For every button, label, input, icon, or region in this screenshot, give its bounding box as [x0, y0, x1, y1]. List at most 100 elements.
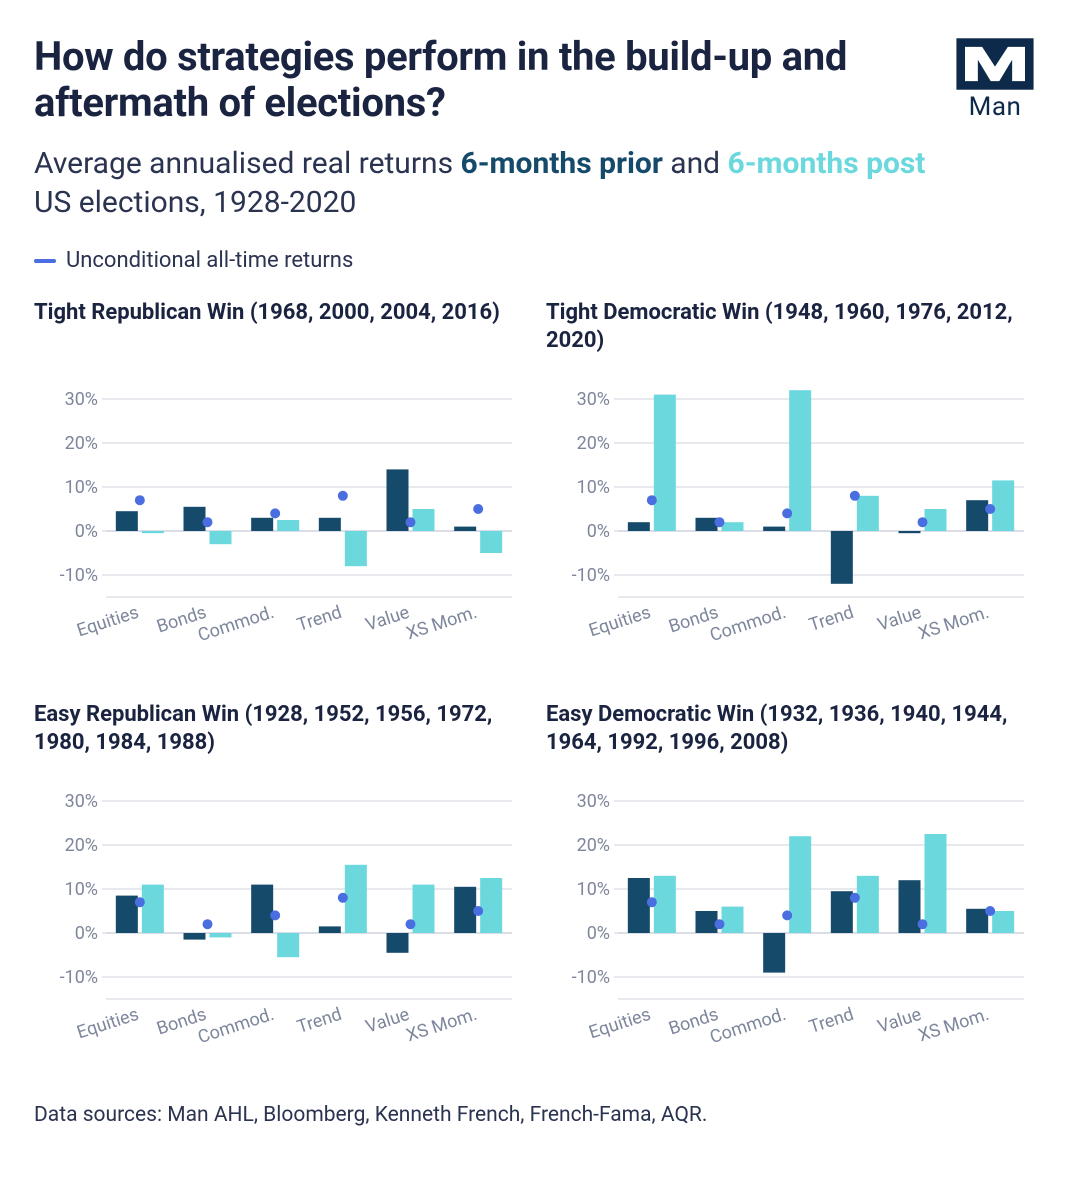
subtitle-prior: 6-months prior: [461, 146, 663, 181]
chart-grid: Tight Republican Win (1968, 2000, 2004, …: [34, 299, 1038, 1073]
bar-post: [789, 836, 811, 933]
bar-prior: [831, 891, 853, 933]
bar-post: [345, 865, 367, 933]
y-tick-label: 10%: [577, 477, 610, 498]
data-sources: Data sources: Man AHL, Bloomberg, Kennet…: [34, 1103, 1038, 1127]
bar-post: [992, 911, 1014, 933]
legend: Unconditional all-time returns: [34, 248, 1038, 273]
bar-prior: [116, 511, 138, 531]
x-category-label: Value: [363, 1004, 412, 1038]
header: How do strategies perform in the build-u…: [34, 34, 1038, 222]
y-tick-label: 30%: [577, 791, 610, 812]
bar-post: [480, 531, 502, 553]
bar-post: [654, 395, 676, 531]
y-tick-label: 10%: [65, 879, 98, 900]
marker-dot: [985, 906, 995, 916]
chart-wrap: -10%0%10%20%30%EquitiesBondsCommod.Trend…: [34, 367, 526, 671]
x-category-label: Trend: [806, 1004, 856, 1038]
bar-prior: [628, 522, 650, 531]
marker-dot: [473, 906, 483, 916]
marker-dot: [270, 508, 280, 518]
bar-prior: [899, 531, 921, 533]
y-tick-label: 10%: [65, 477, 98, 498]
legend-label: Unconditional all-time returns: [66, 248, 353, 273]
bar-chart: -10%0%10%20%30%EquitiesBondsCommod.Trend…: [34, 367, 514, 667]
bar-post: [925, 834, 947, 933]
bar-prior: [628, 878, 650, 933]
bar-prior: [696, 911, 718, 933]
bar-prior: [184, 933, 206, 940]
marker-dot: [715, 919, 725, 929]
bar-prior: [696, 518, 718, 531]
y-tick-label: 30%: [65, 389, 98, 410]
bar-post: [722, 907, 744, 933]
bar-post: [722, 522, 744, 531]
marker-dot: [135, 495, 145, 505]
chart-panel: Tight Democratic Win (1948, 1960, 1976, …: [546, 299, 1038, 671]
chart-wrap: -10%0%10%20%30%EquitiesBondsCommod.Trend…: [546, 367, 1038, 671]
marker-dot: [918, 517, 928, 527]
marker-dot: [647, 897, 657, 907]
bar-post: [925, 509, 947, 531]
bar-prior: [184, 507, 206, 531]
bar-prior: [454, 527, 476, 531]
y-tick-label: 20%: [577, 433, 610, 454]
y-tick-label: 20%: [577, 835, 610, 856]
bar-chart: -10%0%10%20%30%EquitiesBondsCommod.Trend…: [546, 769, 1026, 1069]
marker-dot: [782, 508, 792, 518]
bar-prior: [831, 531, 853, 584]
bar-post: [654, 876, 676, 933]
bar-post: [210, 531, 232, 544]
bar-post: [413, 885, 435, 933]
bar-prior: [251, 518, 273, 531]
x-category-label: Trend: [806, 602, 856, 636]
bar-post: [210, 933, 232, 937]
y-tick-label: 0%: [587, 923, 610, 944]
x-category-label: Commod.: [195, 602, 276, 646]
panel-title: Easy Republican Win (1928, 1952, 1956, 1…: [34, 701, 526, 757]
y-tick-label: 30%: [577, 389, 610, 410]
x-category-label: XS Mom.: [404, 602, 480, 645]
marker-dot: [918, 919, 928, 929]
panel-title: Tight Democratic Win (1948, 1960, 1976, …: [546, 299, 1038, 355]
bar-prior: [966, 500, 988, 531]
bar-chart: -10%0%10%20%30%EquitiesBondsCommod.Trend…: [34, 769, 514, 1069]
bar-prior: [966, 909, 988, 933]
x-category-label: Equities: [74, 1004, 141, 1044]
subtitle-suf: US elections, 1928-2020: [34, 185, 356, 220]
subtitle-mid: and: [663, 146, 728, 181]
chart-wrap: -10%0%10%20%30%EquitiesBondsCommod.Trend…: [546, 769, 1038, 1073]
logo-mark-icon: [952, 34, 1038, 94]
marker-dot: [338, 491, 348, 501]
marker-dot: [985, 504, 995, 514]
x-category-label: Value: [875, 1004, 924, 1038]
marker-dot: [473, 504, 483, 514]
bar-prior: [319, 926, 341, 933]
bar-post: [480, 878, 502, 933]
marker-dot: [338, 893, 348, 903]
bar-prior: [251, 885, 273, 933]
bar-prior: [387, 469, 409, 531]
bar-prior: [387, 933, 409, 953]
bar-post: [992, 480, 1014, 531]
x-category-label: Equities: [586, 602, 653, 642]
y-tick-label: 20%: [65, 835, 98, 856]
y-tick-label: -10%: [572, 565, 610, 586]
x-category-label: Commod.: [707, 602, 788, 646]
marker-dot: [850, 893, 860, 903]
chart-panel: Tight Republican Win (1968, 2000, 2004, …: [34, 299, 526, 671]
bar-post: [142, 885, 164, 933]
marker-dot: [647, 495, 657, 505]
title-block: How do strategies perform in the build-u…: [34, 34, 928, 222]
marker-dot: [203, 919, 213, 929]
bar-post: [857, 496, 879, 531]
y-tick-label: 10%: [577, 879, 610, 900]
x-category-label: Trend: [294, 1004, 344, 1038]
bar-prior: [763, 527, 785, 531]
x-category-label: XS Mom.: [916, 602, 992, 645]
brand-logo: Man: [952, 34, 1038, 122]
bar-prior: [899, 880, 921, 933]
legend-marker-icon: [34, 259, 56, 263]
logo-word: Man: [952, 92, 1038, 122]
marker-dot: [715, 517, 725, 527]
